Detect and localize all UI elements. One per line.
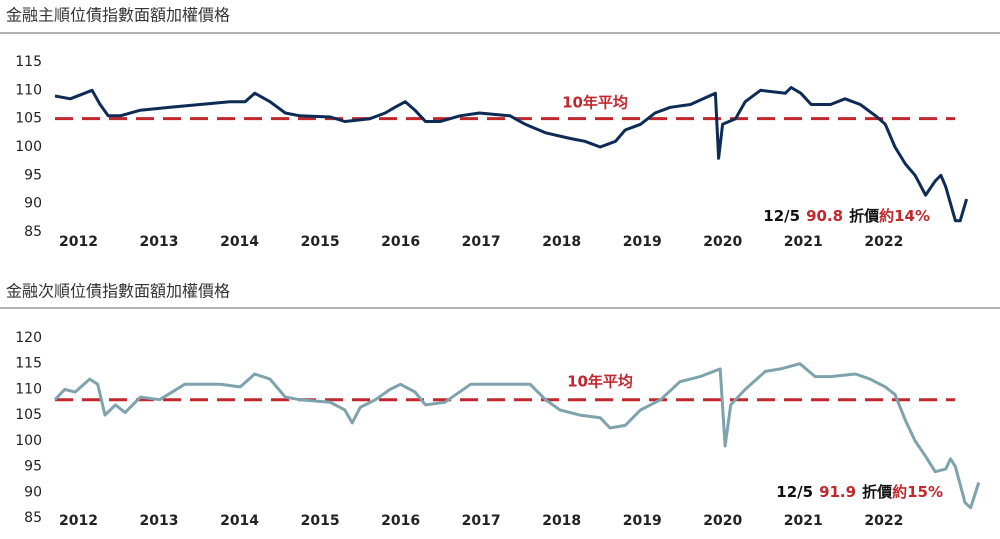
x-tick-label: 2020 (703, 513, 742, 529)
x-tick-label: 2021 (784, 513, 823, 529)
x-tick-label: 2013 (140, 234, 179, 250)
y-tick-label: 105 (15, 407, 42, 423)
y-tick-label: 95 (24, 167, 42, 183)
x-tick-label: 2014 (220, 513, 259, 529)
x-tick-label: 2012 (59, 513, 98, 529)
series-line (53, 362, 981, 510)
x-tick-label: 2015 (301, 513, 340, 529)
annotation: 12/5 90.8 折價約14% (763, 207, 930, 225)
chart-title: 金融次順位債指數面額加權價格 (6, 282, 230, 301)
x-tick-label: 2020 (703, 234, 742, 250)
annotation-text: 折價 (849, 207, 880, 225)
x-tick-label: 2019 (623, 513, 662, 529)
y-tick-label: 100 (15, 433, 42, 449)
x-tick-label: 2013 (140, 513, 179, 529)
x-tick-label: 2017 (462, 513, 501, 529)
x-tick-label: 2022 (864, 513, 903, 529)
chart-title: 金融主順位債指數面額加權價格 (6, 6, 230, 25)
y-tick-label: 110 (15, 381, 42, 397)
y-tick-label: 105 (15, 111, 42, 127)
x-tick-label: 2016 (381, 513, 420, 529)
x-tick-label: 2021 (784, 234, 823, 250)
y-tick-label: 90 (24, 196, 42, 212)
y-tick-label: 110 (15, 82, 42, 98)
y-tick-label: 120 (15, 330, 42, 346)
annotation-date: 12/5 (776, 483, 813, 501)
x-tick-label: 2012 (59, 234, 98, 250)
x-tick-label: 2018 (542, 513, 581, 529)
y-tick-label: 115 (15, 356, 42, 372)
annotation-date: 12/5 (763, 207, 800, 225)
annotation-value: 91.9 (819, 483, 856, 501)
annotation-value: 90.8 (806, 207, 843, 225)
y-tick-label: 95 (24, 459, 42, 475)
annotation: 12/5 91.9 折價約15% (776, 483, 943, 501)
x-tick-label: 2015 (301, 234, 340, 250)
y-tick-label: 100 (15, 139, 42, 155)
x-tick-label: 2018 (542, 234, 581, 250)
mean-label: 10年平均 (567, 373, 633, 391)
x-tick-label: 2022 (864, 234, 903, 250)
x-tick-label: 2019 (623, 234, 662, 250)
x-tick-label: 2016 (381, 234, 420, 250)
annotation-text: 折價 (862, 483, 893, 501)
annotation-discount: 約14% (879, 207, 930, 225)
x-tick-label: 2017 (462, 234, 501, 250)
y-tick-label: 85 (24, 224, 42, 240)
y-tick-label: 85 (24, 510, 42, 526)
y-tick-label: 115 (15, 54, 42, 70)
mean-label: 10年平均 (562, 94, 628, 112)
annotation-discount: 約15% (892, 483, 943, 501)
y-tick-label: 90 (24, 484, 42, 500)
x-tick-label: 2014 (220, 234, 259, 250)
series-line (54, 86, 969, 223)
